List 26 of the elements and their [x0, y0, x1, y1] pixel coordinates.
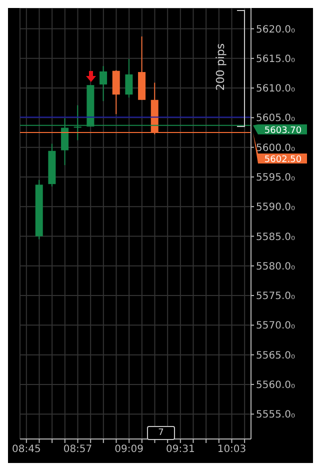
y-tick-label: 5590.0₀: [256, 202, 295, 214]
y-tick-label: 5600.0₀: [256, 142, 295, 154]
x-tick-label: 10:03: [217, 444, 246, 456]
y-tick-label: 5575.0₀: [256, 291, 295, 302]
y-tick-label: 5585.0₀: [256, 232, 295, 243]
x-tick-label: 09:31: [166, 444, 195, 456]
y-tick-label: 5555.0₀: [256, 410, 295, 421]
y-tick-label: 5610.0₀: [256, 84, 295, 95]
y-tick-label: 5620.0₀: [256, 24, 295, 36]
x-tick-label: 08:45: [12, 444, 41, 456]
counter-box: 7: [147, 426, 176, 440]
x-tick-label: 09:09: [114, 444, 144, 456]
y-tick-label: 5605.0₀: [256, 113, 295, 124]
candlestick: [125, 58, 133, 98]
y-tick-label: 5560.0₀: [256, 380, 295, 392]
ref-line-label: 5602.50: [264, 155, 302, 165]
candlestick: [100, 66, 108, 102]
y-tick-label: 5580.0₀: [256, 261, 295, 272]
y-tick-label: 5595.0₀: [256, 172, 295, 184]
ref-line-label: 5603.70: [264, 126, 302, 136]
x-tick-label: 08:57: [63, 444, 92, 456]
y-tick-label: 5565.0₀: [256, 350, 295, 362]
y-tick-label: 5615.0₀: [256, 54, 295, 65]
annotation: 200 pips: [213, 42, 228, 93]
candlestick: [112, 70, 120, 115]
y-tick-label: 5570.0₀: [256, 320, 295, 332]
